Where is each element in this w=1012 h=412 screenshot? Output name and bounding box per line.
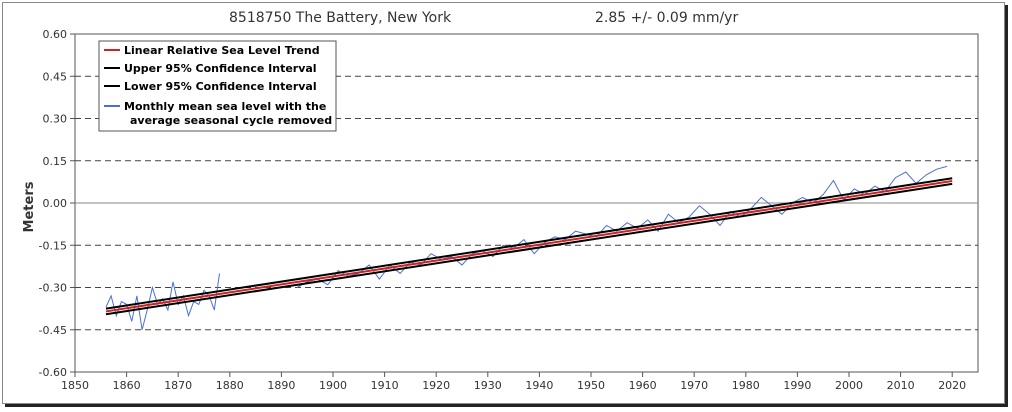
x-tick-label: 1870 xyxy=(164,379,192,392)
x-tick-label: 1890 xyxy=(267,379,295,392)
legend: Linear Relative Sea Level Trend Upper 95… xyxy=(98,40,337,132)
y-tick-label: 0.30 xyxy=(43,113,68,126)
x-tick-label: 1980 xyxy=(732,379,760,392)
legend-label-trend: Linear Relative Sea Level Trend xyxy=(124,44,320,57)
legend-label-monthly-2: average seasonal cycle removed xyxy=(130,114,332,127)
lower-confidence-line xyxy=(105,182,953,316)
x-tick-label: 2000 xyxy=(835,379,863,392)
y-axis-label: Meters xyxy=(22,181,37,232)
trend-rate-text: 2.85 +/- 0.09 mm/yr xyxy=(595,10,738,26)
legend-box xyxy=(98,40,337,132)
x-tick-label: 1990 xyxy=(783,379,811,392)
chart-frame: 0.60 0.45 0.30 0.15 0.00 -0.15 -0.30 -0.45 -0.60… xyxy=(2,2,1005,404)
trend-line xyxy=(105,180,953,313)
x-tick-label: 2010 xyxy=(887,379,915,392)
y-tick-label: -0.30 xyxy=(39,282,67,295)
x-tick-label: 1940 xyxy=(525,379,553,392)
x-tick-label: 1860 xyxy=(113,379,141,392)
y-tick-label: 0.45 xyxy=(43,70,68,83)
x-tick-label: 2020 xyxy=(938,379,966,392)
x-tick-label: 1850 xyxy=(61,379,89,392)
x-tick-label: 1970 xyxy=(680,379,708,392)
y-tick-label: 0.00 xyxy=(43,197,68,210)
chart-title: 8518750 The Battery, New York xyxy=(229,10,452,26)
series-layer xyxy=(105,165,953,330)
y-tick-label: -0.45 xyxy=(39,324,67,337)
x-tick-label: 1900 xyxy=(319,379,347,392)
x-axis-ticks: 1850 1860 1870 1880 1890 1900 1910 1920 1930 1940… xyxy=(61,372,966,392)
legend-label-lower: Lower 95% Confidence Interval xyxy=(124,80,317,93)
legend-label-monthly-1: Monthly mean sea level with the xyxy=(124,100,326,113)
y-axis-ticks: 0.60 0.45 0.30 0.15 0.00 -0.15 -0.30 -0.45 -0.60 xyxy=(39,28,75,379)
y-tick-label: 0.60 xyxy=(43,28,68,41)
x-tick-label: 1910 xyxy=(371,379,399,392)
x-tick-label: 1880 xyxy=(216,379,244,392)
x-tick-label: 1920 xyxy=(422,379,450,392)
y-tick-label: -0.15 xyxy=(39,239,67,252)
chart-svg: 0.60 0.45 0.30 0.15 0.00 -0.15 -0.30 -0.45 -0.60… xyxy=(22,10,979,392)
y-tick-label: 0.15 xyxy=(43,155,68,168)
x-tick-label: 1930 xyxy=(474,379,502,392)
upper-confidence-line xyxy=(105,177,953,310)
y-tick-label: -0.60 xyxy=(39,366,67,379)
legend-label-upper: Upper 95% Confidence Interval xyxy=(124,62,317,75)
x-tick-label: 1950 xyxy=(577,379,605,392)
x-tick-label: 1960 xyxy=(629,379,657,392)
